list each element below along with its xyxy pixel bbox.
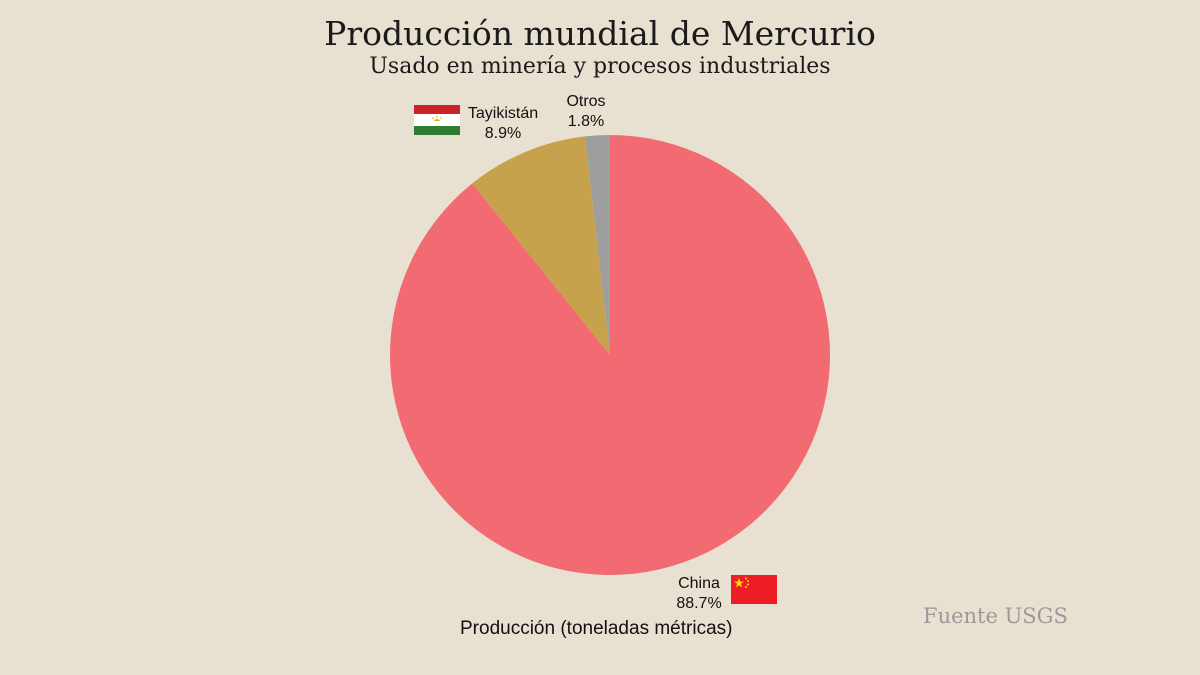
x-axis-label: Producción (toneladas métricas) — [460, 618, 733, 639]
tajikistan-flag-icon — [414, 105, 460, 135]
slice-value-otros: 1.8% — [567, 113, 605, 130]
pie-slice-otros — [585, 135, 610, 355]
pie-slice-tayikistan — [472, 136, 610, 355]
otros-label-box: Otros 1.8% — [556, 92, 616, 132]
chart-title: Producción mundial de Mercurio — [324, 14, 876, 53]
china-flag-icon — [731, 575, 777, 604]
source-note: Fuente USGS — [923, 604, 1068, 628]
slice-value-tayikistan: 8.9% — [484, 125, 522, 142]
slice-label-china: China — [678, 575, 720, 592]
slice-value-china: 88.7% — [676, 595, 722, 612]
chart-subtitle: Usado en minería y procesos industriales — [369, 54, 831, 79]
slice-label-tayikistan: Tayikistán — [467, 105, 539, 122]
slice-label-otros: Otros — [566, 93, 606, 110]
pie-slice-china — [389, 135, 830, 575]
tayikistan-label-box: Tayikistán 8.9% — [458, 104, 548, 144]
china-label-box: China 88.7% — [668, 574, 730, 614]
